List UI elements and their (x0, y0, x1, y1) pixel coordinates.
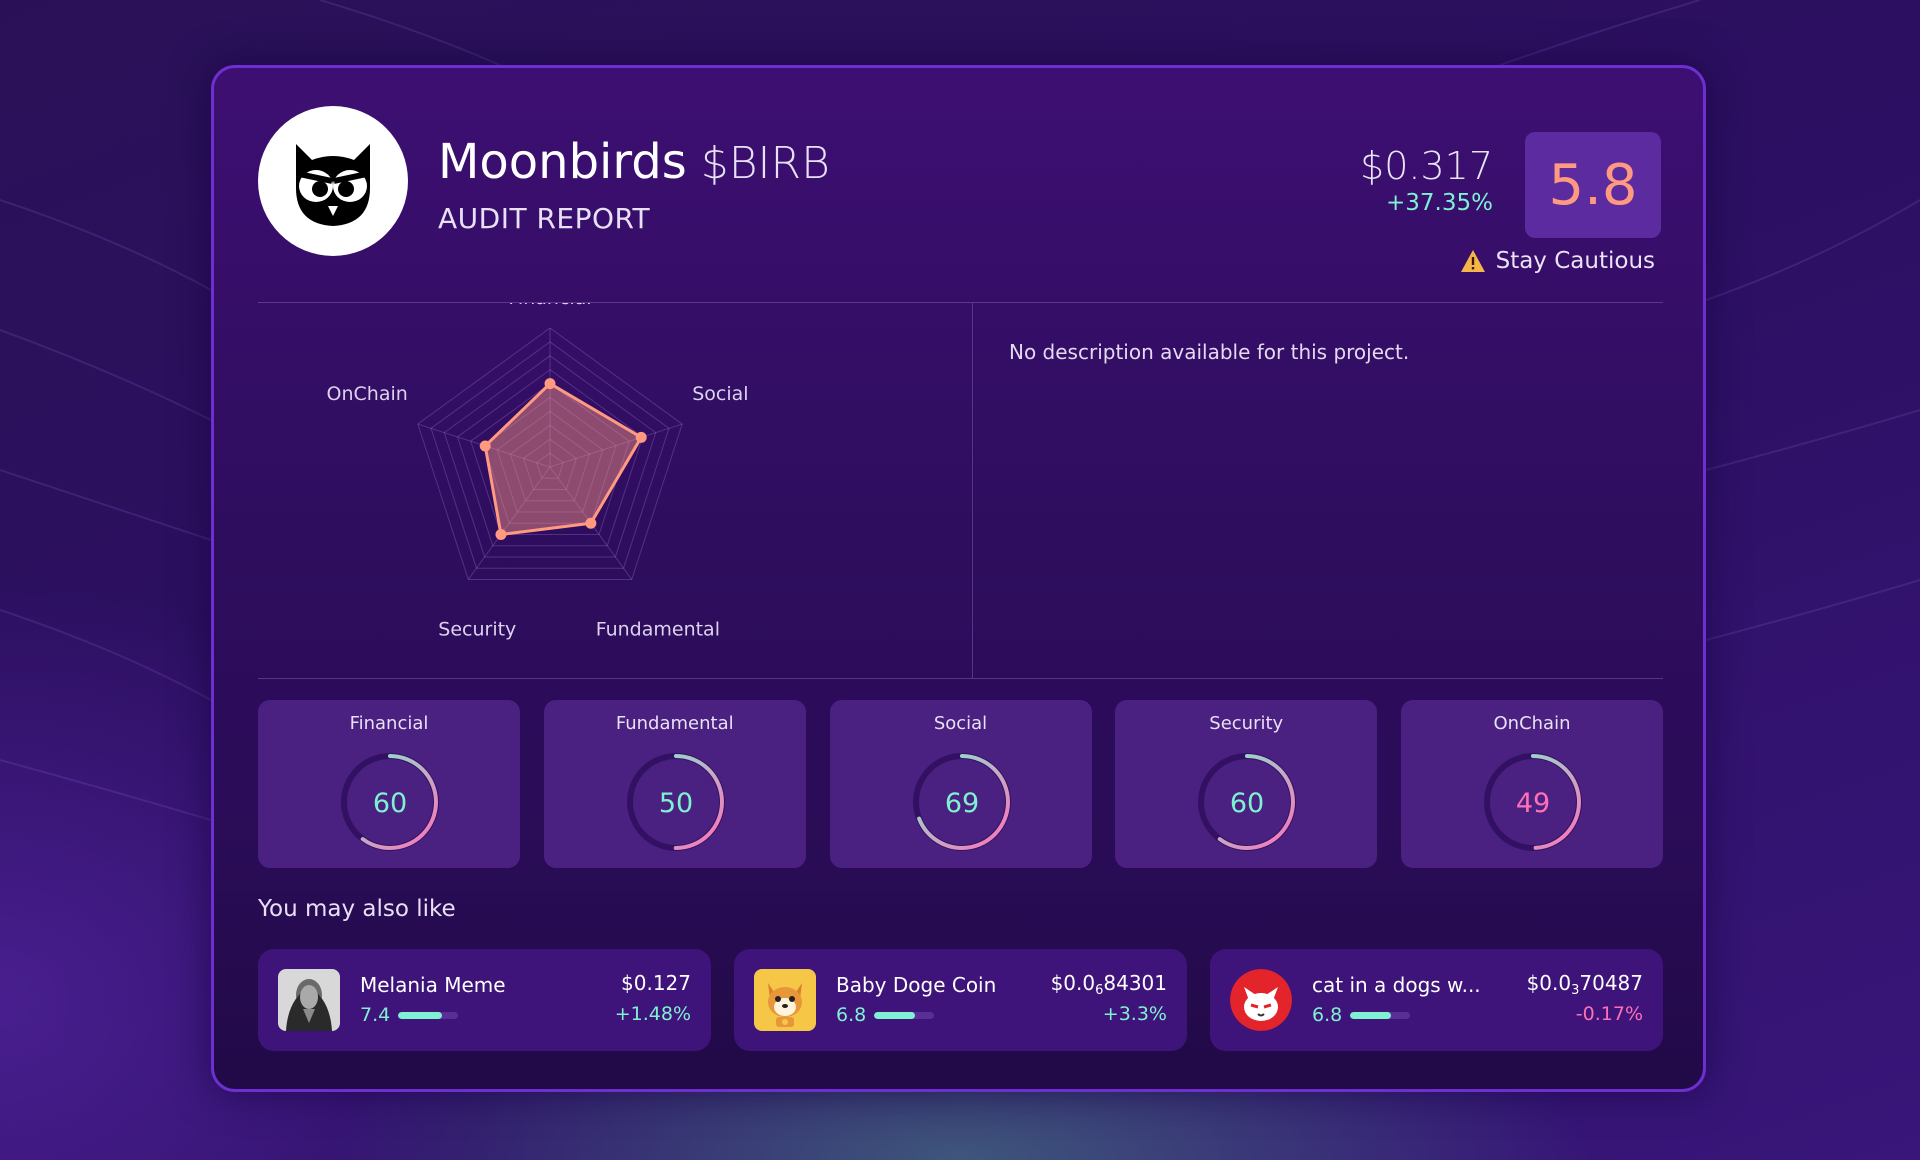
similar-change: +3.3% (1102, 1003, 1167, 1025)
owl-logo-icon (296, 144, 370, 226)
metric-label: Security (1209, 713, 1284, 734)
metric-value: 50 (659, 788, 693, 819)
radar-grid-ring (536, 452, 564, 479)
gauge-arc (1199, 754, 1296, 850)
radar-grid-ring (470, 382, 630, 535)
divider-bottom (258, 678, 1663, 679)
metric-card-fundamental: Fundamental 50 (543, 700, 806, 868)
title-row: Moonbirds $BIRB (438, 134, 830, 190)
similar-score-bar (1350, 1011, 1410, 1019)
metric-gauge: 50 (626, 753, 725, 851)
metric-card-financial: Financial 60 (258, 700, 520, 868)
similar-score-bar-fill (398, 1011, 443, 1019)
similar-score-row: 7.4 (360, 1004, 458, 1026)
radar-spoke (549, 423, 683, 468)
similar-score-bar (398, 1011, 458, 1019)
gauge-arc (627, 754, 724, 850)
similar-section-title: You may also like (258, 896, 456, 922)
project-ticker: $BIRB (700, 138, 830, 189)
radar-chart: Financial Social Fundamental Security OnChai… (327, 303, 749, 640)
melania-avatar-icon (278, 969, 340, 1031)
similar-name: Baby Doge Coin (836, 973, 997, 997)
radar-point-onchain (479, 440, 491, 452)
radar-axis-label-onchain: OnChain (327, 383, 408, 405)
gauge-arc (342, 754, 438, 850)
metric-value: 69 (944, 788, 978, 819)
metric-label: Fundamental (615, 713, 734, 734)
radar-axis-label-social: Social (692, 383, 748, 405)
verdict-badge: Stay Cautious (1460, 248, 1655, 274)
radar-spoke (467, 466, 551, 580)
similar-name: Melania Meme (360, 973, 506, 997)
radar-point-fundamental (585, 517, 597, 529)
cat-avatar-icon (1230, 969, 1292, 1031)
audit-report-card: Moonbirds $BIRB AUDIT REPORT $0.317 +37.… (211, 65, 1706, 1092)
radar-axis-label-financial: Financial (508, 303, 591, 309)
warning-triangle-icon (1460, 250, 1485, 272)
radar-point-financial (544, 378, 556, 390)
metric-label: OnChain (1493, 713, 1571, 734)
report-subtitle: AUDIT REPORT (438, 202, 651, 235)
price-block: $0.317 +37.35% (1360, 144, 1493, 216)
similar-change: -0.17% (1575, 1003, 1643, 1025)
metric-gauge: 60 (1198, 753, 1297, 851)
metric-cards: Financial 60 Fundamental 50 Social 69 Se… (258, 700, 1663, 868)
radar-axis-label-fundamental: Fundamental (596, 618, 720, 640)
metric-card-onchain: OnChain 49 (1401, 700, 1663, 868)
gauge-arc (913, 754, 1010, 850)
metric-gauge: 69 (912, 753, 1011, 851)
similar-price: $0.127 (621, 971, 691, 995)
similar-price: $0.0370487 (1526, 971, 1643, 998)
similar-name: cat in a dogs w... (1312, 973, 1481, 997)
metric-value: 49 (1516, 788, 1550, 819)
divider-top (258, 302, 1663, 303)
gauge-arc (1485, 754, 1581, 850)
similar-card-cat-in-a-dogs-world[interactable]: cat in a dogs w... 6.8 $0.0370487 -0.17% (1210, 949, 1663, 1051)
metric-label: Financial (349, 713, 429, 734)
baby-doge-avatar-icon (754, 969, 816, 1031)
similar-score-row: 6.8 (1312, 1004, 1410, 1026)
radar-point-security (495, 528, 507, 540)
metric-value: 60 (1230, 788, 1264, 819)
project-logo (258, 106, 408, 256)
similar-card-melania-meme[interactable]: Melania Meme 7.4 $0.127 +1.48% (258, 949, 711, 1051)
metric-value: 60 (373, 788, 407, 819)
metric-card-security: Security 60 (1115, 700, 1378, 868)
radar-grid-ring (443, 355, 657, 558)
similar-score-bar (874, 1011, 934, 1019)
radar-axis-label-security: Security (438, 618, 516, 640)
project-description: No description available for this projec… (1009, 340, 1410, 364)
token-price: $0.317 (1360, 144, 1493, 188)
metric-gauge: 49 (1484, 753, 1582, 851)
project-name: Moonbirds (438, 134, 687, 190)
radar-grid-ring (456, 369, 644, 547)
similar-score-row: 6.8 (836, 1004, 934, 1026)
token-price-change: +37.35% (1386, 190, 1493, 216)
similar-score: 7.4 (360, 1004, 391, 1026)
verdict-text: Stay Cautious (1495, 248, 1655, 274)
metric-card-social: Social 69 (829, 700, 1092, 868)
radar-grid-ring (522, 438, 578, 490)
divider-vertical (972, 303, 973, 678)
radar-grid-ring (417, 327, 683, 580)
similar-projects: Melania Meme 7.4 $0.127 +1.48% (258, 949, 1663, 1051)
similar-score-bar-fill (1350, 1011, 1391, 1019)
radar-series-area (483, 382, 643, 536)
radar-grid-ring (430, 341, 670, 569)
similar-change: +1.48% (614, 1003, 691, 1025)
similar-score: 6.8 (1312, 1004, 1343, 1026)
similar-price: $0.0684301 (1050, 971, 1167, 998)
metric-label: Social (933, 713, 988, 734)
radar-grid-ring (509, 424, 591, 502)
overall-score: 5.8 (1525, 132, 1661, 238)
radar-point-social (635, 431, 647, 443)
similar-card-baby-doge-coin[interactable]: Baby Doge Coin 6.8 $0.0684301 +3.3% (734, 949, 1187, 1051)
metric-gauge: 60 (341, 753, 439, 851)
similar-score-bar-fill (874, 1011, 915, 1019)
radar-grid-ring (496, 410, 604, 513)
similar-score: 6.8 (836, 1004, 867, 1026)
